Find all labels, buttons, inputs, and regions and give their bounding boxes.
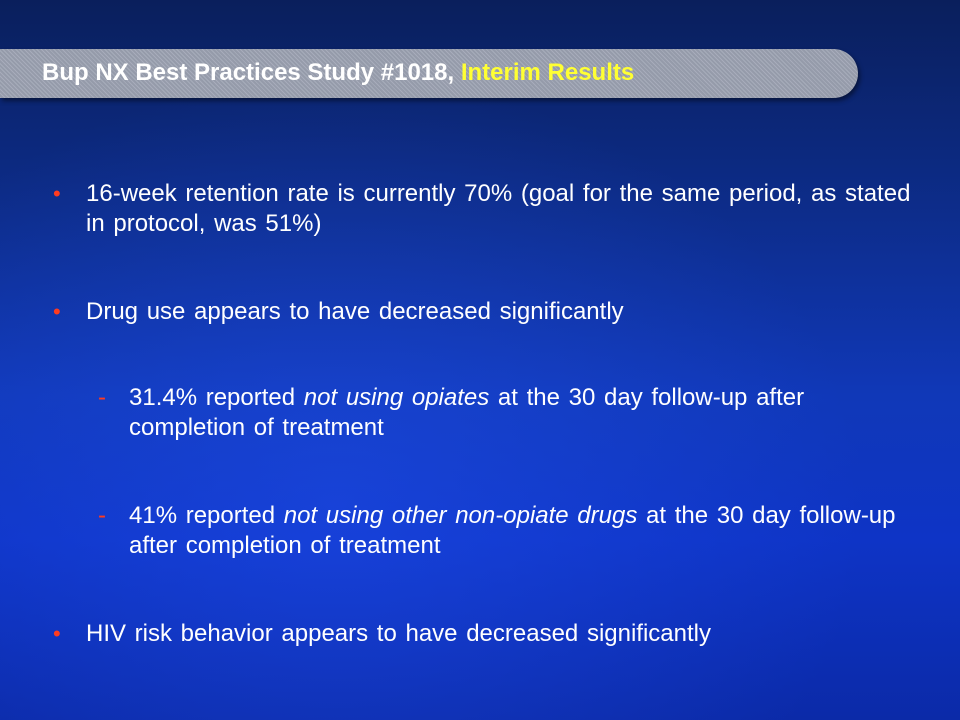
title-accent-text: Interim Results (460, 59, 635, 86)
bullet-marker: • (53, 299, 61, 324)
bullet-retention-rate: • 16-week retention rate is currently 70… (53, 179, 936, 239)
bullet-marker: • (53, 621, 61, 646)
emphasis-text: not using other non-opiate drugs (283, 502, 638, 529)
bullet-text: Drug use appears to have decreased signi… (86, 298, 624, 325)
dash-marker: - (98, 502, 106, 529)
bullet-text: 16-week retention rate is currently 70% … (86, 180, 911, 237)
sub-bullet-non-opiates: - 41% reported not using other non-opiat… (98, 501, 919, 561)
slide-title: Bup NX Best Practices Study #1018, Inter… (42, 59, 634, 87)
bullet-drug-use: • Drug use appears to have decreased sig… (53, 297, 936, 327)
text-segment: at the 30 day follow-up after completion… (129, 384, 805, 441)
dash-marker: - (98, 384, 106, 411)
bullet-hiv-risk: • HIV risk behavior appears to have decr… (53, 619, 936, 649)
sub-bullet-opiates: - 31.4% reported not using opiates at th… (98, 383, 919, 443)
title-main-text: Bup NX Best Practices Study #1018, (42, 59, 455, 86)
sub-bullet-text: 31.4% reported not using opiates at the … (129, 383, 919, 443)
sub-bullet-text: 41% reported not using other non-opiate … (129, 501, 919, 561)
title-banner: Bup NX Best Practices Study #1018, Inter… (0, 49, 858, 98)
text-segment: 41% reported (129, 502, 284, 529)
text-segment: 31.4% reported (129, 384, 304, 411)
emphasis-text: not using opiates (303, 384, 490, 411)
text-segment: at the 30 day follow-up after completion… (129, 502, 896, 559)
bullet-marker: • (53, 181, 61, 206)
bullet-text: HIV risk behavior appears to have decrea… (86, 620, 711, 647)
